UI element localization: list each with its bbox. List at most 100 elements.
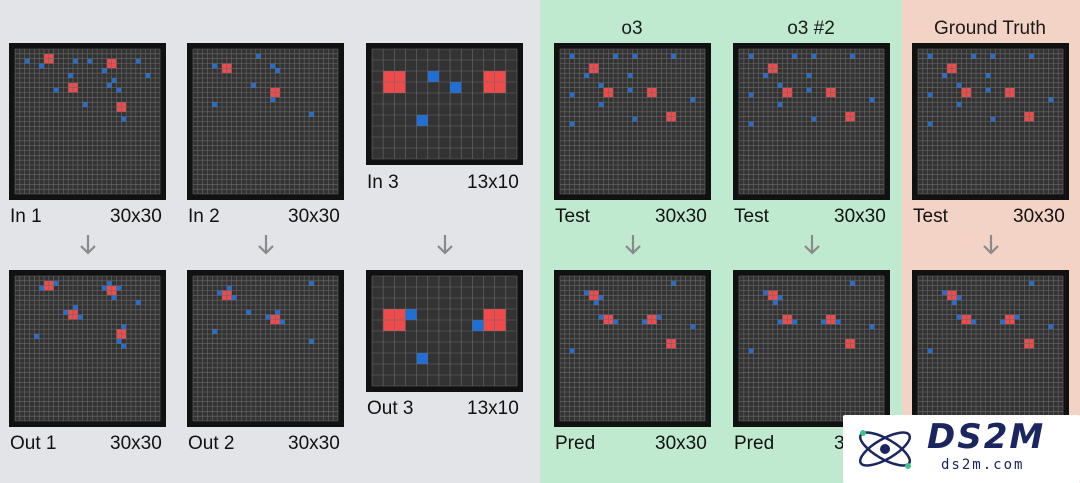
- blue-cell: [145, 73, 151, 78]
- blue-cell: [811, 53, 817, 59]
- blue-cell: [763, 290, 768, 296]
- red-cell: [589, 68, 594, 74]
- red-cell: [651, 314, 657, 320]
- blue-cell: [956, 295, 962, 301]
- red-cell: [966, 87, 972, 93]
- red-cell: [593, 63, 599, 69]
- blue-cell: [927, 92, 933, 98]
- blue-cell: [212, 63, 218, 69]
- red-cell: [394, 71, 406, 82]
- red-cell: [116, 107, 122, 112]
- blue-cell: [270, 97, 276, 103]
- red-cell: [961, 87, 967, 93]
- blue-cell: [951, 300, 957, 305]
- red-cell: [608, 314, 614, 320]
- red-cell: [1029, 116, 1034, 122]
- blue-cell: [806, 73, 812, 78]
- red-cell: [782, 314, 788, 320]
- red-cell: [270, 92, 276, 98]
- red-cell: [226, 68, 232, 74]
- red-cell: [782, 87, 788, 93]
- grid-svg: [14, 48, 161, 195]
- red-cell: [1009, 87, 1015, 93]
- red-cell: [394, 320, 406, 331]
- red-cell: [48, 58, 54, 64]
- red-cell: [111, 58, 117, 64]
- red-cell: [782, 92, 788, 98]
- blue-cell: [748, 121, 754, 127]
- blue-cell: [251, 82, 256, 88]
- red-cell: [73, 87, 78, 93]
- blue-cell: [748, 348, 754, 354]
- red-cell: [608, 92, 614, 98]
- red-cell: [671, 338, 676, 344]
- red-cell: [772, 290, 778, 296]
- red-cell: [845, 338, 851, 344]
- red-cell: [222, 63, 227, 69]
- red-cell: [651, 319, 657, 325]
- blue-cell: [405, 309, 417, 320]
- red-cell: [44, 58, 49, 64]
- red-cell: [772, 68, 778, 74]
- blue-cell: [102, 68, 107, 74]
- red-cell: [116, 329, 122, 334]
- red-cell: [222, 68, 227, 74]
- red-cell: [1024, 338, 1030, 344]
- red-cell: [483, 309, 495, 320]
- red-cell: [68, 82, 73, 88]
- logo-brand: DS2M: [927, 417, 1046, 457]
- red-cell: [966, 92, 972, 98]
- red-cell: [966, 319, 972, 325]
- down-arrow-icon: [258, 235, 274, 255]
- blue-cell: [869, 324, 875, 330]
- red-cell: [772, 63, 778, 69]
- size-in-1: 30x30: [110, 206, 162, 227]
- red-cell: [1024, 116, 1030, 122]
- blue-cell: [927, 121, 933, 127]
- size-in-2: 30x30: [288, 206, 340, 227]
- red-cell: [966, 314, 972, 320]
- blue-cell: [1048, 97, 1054, 103]
- blue-cell: [777, 295, 783, 301]
- red-cell: [48, 280, 54, 286]
- red-cell: [830, 319, 836, 325]
- red-cell: [768, 63, 773, 69]
- red-cell: [947, 295, 952, 301]
- blue-cell: [971, 319, 976, 325]
- blue-cell: [584, 290, 589, 296]
- red-cell: [961, 92, 967, 98]
- red-cell: [593, 68, 599, 74]
- red-cell: [951, 290, 957, 296]
- size-out-2: 30x30: [288, 433, 340, 454]
- red-cell: [106, 63, 112, 69]
- red-cell: [593, 295, 599, 301]
- blue-cell: [850, 280, 855, 286]
- blue-cell: [990, 116, 996, 122]
- red-cell: [845, 111, 851, 117]
- grid-in-2: [187, 43, 344, 200]
- red-cell: [603, 87, 609, 93]
- red-cell: [44, 285, 49, 291]
- size-test-o3-2: 30x30: [834, 206, 886, 227]
- blue-cell: [472, 320, 484, 331]
- label-out-1: Out 1: [10, 433, 57, 454]
- blue-cell: [598, 314, 604, 320]
- red-cell: [1029, 111, 1034, 117]
- blue-cell: [309, 338, 314, 344]
- grid-out-2: [187, 270, 344, 427]
- red-cell: [666, 116, 672, 122]
- label-test-o3: Test: [555, 206, 590, 227]
- blue-cell: [106, 82, 112, 88]
- label-in-3: In 3: [367, 172, 399, 193]
- blue-cell: [135, 300, 141, 305]
- blue-cell: [942, 290, 947, 296]
- blue-cell: [956, 102, 962, 107]
- grid-out-ground-truth: [912, 270, 1069, 427]
- blue-cell: [569, 53, 575, 59]
- blue-cell: [569, 348, 575, 354]
- blue-cell: [956, 314, 962, 320]
- red-cell: [68, 309, 73, 315]
- column-title-o3: o3: [621, 18, 643, 39]
- grid-svg: [192, 48, 339, 195]
- blue-cell: [1029, 280, 1034, 286]
